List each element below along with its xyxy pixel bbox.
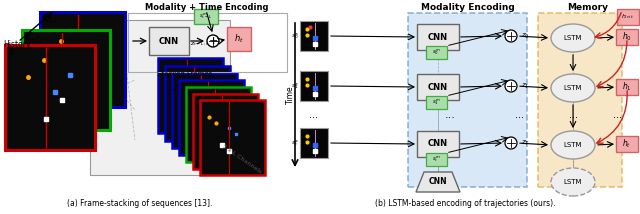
Text: CNN: CNN [428, 33, 448, 42]
FancyBboxPatch shape [417, 131, 459, 157]
Text: ...: ... [445, 110, 456, 120]
Text: ...: ... [170, 82, 179, 92]
Text: $z_{t-L:t}$: $z_{t-L:t}$ [190, 40, 210, 48]
FancyBboxPatch shape [617, 9, 639, 25]
Polygon shape [200, 100, 265, 175]
Text: $s^m_0$: $s^m_0$ [432, 47, 440, 57]
Text: $s^a_0$: $s^a_0$ [291, 31, 299, 41]
Text: $h_t$: $h_t$ [623, 138, 632, 150]
Text: CNN: CNN [428, 140, 448, 149]
Text: $s^a_1$: $s^a_1$ [291, 81, 299, 91]
Text: $s^m_t$: $s^m_t$ [432, 154, 440, 164]
Circle shape [207, 35, 219, 47]
FancyBboxPatch shape [300, 128, 328, 158]
Text: $h_0$: $h_0$ [622, 31, 632, 43]
Text: LSTM: LSTM [564, 85, 582, 91]
Text: $z_1$: $z_1$ [521, 81, 529, 91]
Ellipse shape [551, 131, 595, 159]
Text: (b) LSTM-based encoding of trajectories (ours).: (b) LSTM-based encoding of trajectories … [375, 199, 556, 208]
Text: Time: Time [285, 86, 294, 104]
FancyBboxPatch shape [538, 13, 622, 187]
FancyBboxPatch shape [426, 46, 447, 58]
Text: $s^m_{t-L}$: $s^m_{t-L}$ [200, 12, 212, 21]
Text: 5 x L Channels: 5 x L Channels [221, 143, 262, 174]
FancyBboxPatch shape [616, 79, 638, 95]
Polygon shape [193, 94, 258, 169]
Text: $h_{init}$: $h_{init}$ [621, 13, 634, 21]
Text: CNN: CNN [428, 83, 448, 92]
Text: $h_1$: $h_1$ [622, 81, 632, 93]
FancyBboxPatch shape [149, 27, 189, 55]
Text: LSTM: LSTM [564, 142, 582, 148]
Text: $s^a_t$: $s^a_t$ [7, 47, 15, 59]
FancyBboxPatch shape [227, 27, 251, 51]
Text: $s^m_1$: $s^m_1$ [432, 97, 440, 107]
FancyBboxPatch shape [300, 71, 328, 101]
FancyBboxPatch shape [194, 9, 218, 24]
Text: ...: ... [515, 110, 525, 120]
Text: $s^a_t$: $s^a_t$ [291, 138, 299, 148]
Text: ...: ... [308, 110, 317, 120]
FancyBboxPatch shape [616, 29, 638, 45]
FancyBboxPatch shape [426, 95, 447, 108]
FancyBboxPatch shape [417, 24, 459, 50]
Text: Modality Encoding: Modality Encoding [421, 3, 515, 12]
FancyBboxPatch shape [426, 153, 447, 165]
Text: $z_T$: $z_T$ [521, 138, 530, 148]
Text: Modality + Time Encoding: Modality + Time Encoding [145, 3, 269, 12]
Polygon shape [22, 30, 110, 130]
Text: (a) Frame-stacking of sequences [13].: (a) Frame-stacking of sequences [13]. [67, 199, 212, 208]
Circle shape [505, 30, 517, 42]
Ellipse shape [551, 24, 595, 52]
Text: $s^a_{t-1}$: $s^a_{t-1}$ [24, 32, 40, 44]
Text: $s^a_{t-L}$: $s^a_{t-L}$ [42, 14, 58, 26]
Text: Memory: Memory [568, 3, 609, 12]
FancyBboxPatch shape [417, 74, 459, 100]
Text: ...: ... [612, 110, 621, 120]
Polygon shape [158, 58, 223, 133]
FancyBboxPatch shape [300, 21, 328, 51]
Text: $h_t$: $h_t$ [234, 33, 244, 45]
Text: CNN: CNN [159, 37, 179, 46]
Text: CNN: CNN [429, 177, 447, 186]
Text: +: + [208, 36, 218, 46]
Polygon shape [172, 73, 237, 148]
FancyBboxPatch shape [408, 13, 527, 187]
Circle shape [505, 137, 517, 149]
Text: ...: ... [568, 110, 577, 120]
Ellipse shape [551, 168, 595, 196]
Circle shape [505, 80, 517, 92]
Text: LSTM: LSTM [564, 179, 582, 185]
FancyBboxPatch shape [616, 136, 638, 152]
Polygon shape [40, 12, 125, 107]
Polygon shape [165, 66, 230, 141]
Polygon shape [5, 45, 95, 150]
Text: History: History [3, 40, 31, 49]
Polygon shape [186, 87, 251, 162]
Text: LSTM: LSTM [564, 35, 582, 41]
Text: $z_0$: $z_0$ [521, 31, 529, 41]
FancyBboxPatch shape [90, 20, 230, 175]
Polygon shape [179, 80, 244, 155]
Ellipse shape [551, 74, 595, 102]
Text: Stacked Frames: Stacked Frames [157, 71, 212, 77]
Polygon shape [416, 172, 460, 192]
